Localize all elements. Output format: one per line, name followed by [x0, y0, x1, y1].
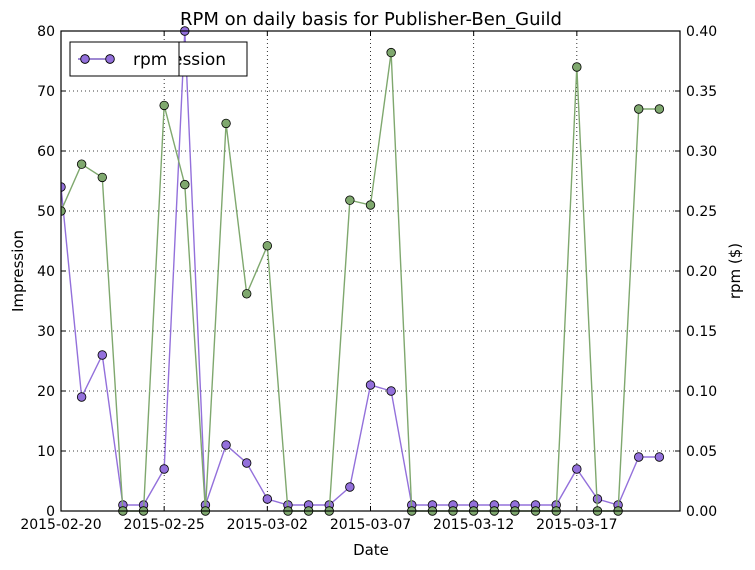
- data-point-impression: [634, 452, 644, 462]
- data-point-impression: [572, 464, 582, 474]
- data-point-impression: [345, 482, 355, 492]
- y-axis-right-title: rpm ($): [726, 243, 744, 299]
- y-left-tick-label: 80: [37, 24, 55, 40]
- data-point-impression: [221, 440, 231, 450]
- data-point-rpm: [654, 104, 665, 114]
- series-line-impression: [61, 30, 660, 506]
- data-point-impression: [97, 350, 107, 360]
- legend-marker-impression: [105, 54, 115, 64]
- y-right-tick-label: 0.00: [686, 504, 717, 520]
- x-tick-label: 2015-03-17: [536, 517, 617, 533]
- x-tick-label: 2015-02-25: [123, 517, 204, 533]
- y-left-tick-label: 0: [46, 504, 55, 520]
- legend-marker-impression: [80, 54, 90, 64]
- data-point-rpm: [221, 118, 231, 129]
- data-point-rpm: [386, 47, 396, 58]
- data-point-rpm: [634, 104, 644, 114]
- y-right-tick-label: 0.10: [686, 384, 717, 400]
- data-point-impression: [159, 464, 169, 474]
- series-line-rpm: [61, 52, 660, 512]
- data-point-impression: [262, 494, 273, 504]
- axis-ticks: 0 10 20 30 40 50 60 70 80 0.00 0.05 0.10 0.15 0.20 0.2…: [20, 24, 717, 533]
- legend-label-rpm: rpm: [133, 50, 167, 70]
- y-right-tick-label: 0.40: [686, 24, 717, 40]
- y-right-tick-label: 0.25: [686, 204, 717, 220]
- data-point-rpm: [345, 195, 355, 205]
- data-point-rpm: [572, 62, 582, 72]
- legend-overlap-mask: [132, 46, 179, 72]
- series-rpm: [61, 47, 665, 516]
- y-left-tick-label: 10: [37, 444, 55, 460]
- data-point-impression: [365, 380, 376, 390]
- data-point-rpm: [159, 100, 169, 111]
- y-right-tick-label: 0.05: [686, 444, 717, 460]
- data-point-impression: [654, 452, 665, 462]
- y-right-tick-label: 0.20: [686, 264, 717, 280]
- y-right-tick-label: 0.15: [686, 324, 717, 340]
- data-point-rpm: [262, 241, 273, 251]
- data-point-impression: [76, 392, 87, 402]
- y-left-tick-label: 20: [37, 384, 55, 400]
- y-axis-left-title: Impression: [9, 230, 27, 312]
- y-left-tick-label: 40: [37, 264, 55, 280]
- y-left-tick-label: 60: [37, 144, 55, 160]
- data-point-impression: [386, 386, 396, 396]
- y-left-tick-label: 70: [37, 84, 55, 100]
- data-point-rpm: [180, 179, 190, 190]
- x-tick-label: 2015-03-07: [330, 517, 411, 533]
- series-layer: [61, 26, 665, 516]
- y-left-tick-label: 50: [37, 204, 55, 220]
- grid: [61, 31, 680, 511]
- x-tick-label: 2015-02-20: [20, 517, 101, 533]
- y-right-tick-label: 0.30: [686, 144, 717, 160]
- data-point-rpm: [97, 172, 107, 183]
- y-left-tick-label: 30: [37, 324, 55, 340]
- x-tick-label: 2015-03-02: [227, 517, 308, 533]
- data-point-rpm: [76, 159, 87, 169]
- data-point-rpm: [241, 289, 252, 299]
- x-tick-label: 2015-03-12: [433, 517, 514, 533]
- x-axis-title: Date: [353, 541, 389, 559]
- data-point-impression: [241, 458, 252, 468]
- y-right-tick-label: 0.35: [686, 84, 717, 100]
- data-point-rpm: [365, 200, 376, 210]
- plot-frame: [60, 30, 681, 512]
- chart-title: RPM on daily basis for Publisher-Ben_Gui…: [180, 9, 562, 30]
